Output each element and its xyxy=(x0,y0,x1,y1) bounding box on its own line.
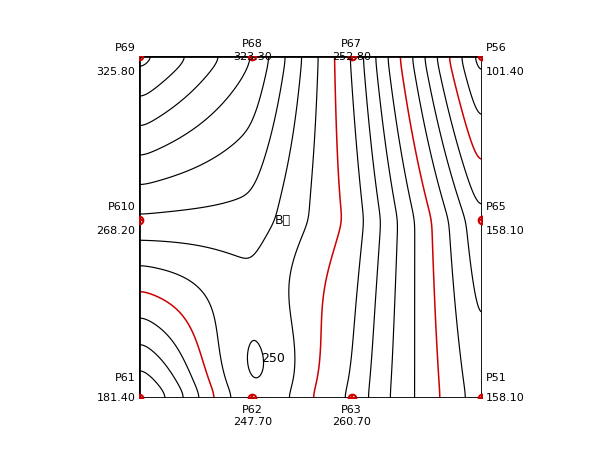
Text: 260.70: 260.70 xyxy=(332,418,371,428)
Text: B楼: B楼 xyxy=(275,214,291,227)
Text: 268.20: 268.20 xyxy=(97,225,136,236)
Text: 325.80: 325.80 xyxy=(97,67,136,77)
Text: 158.10: 158.10 xyxy=(485,225,524,236)
Text: P51: P51 xyxy=(485,373,506,383)
Text: 181.40: 181.40 xyxy=(97,393,136,403)
Text: P68: P68 xyxy=(242,40,263,50)
Text: 250: 250 xyxy=(261,352,285,365)
Text: 247.70: 247.70 xyxy=(233,418,272,428)
Text: P67: P67 xyxy=(341,40,362,50)
Text: P63: P63 xyxy=(341,405,362,415)
Text: P62: P62 xyxy=(242,405,263,415)
Text: P65: P65 xyxy=(485,202,506,212)
Text: P56: P56 xyxy=(485,43,506,53)
Text: P61: P61 xyxy=(115,373,136,383)
Text: 101.40: 101.40 xyxy=(485,67,524,77)
Text: 323.30: 323.30 xyxy=(233,52,272,62)
Text: P69: P69 xyxy=(115,43,136,53)
Text: 252.80: 252.80 xyxy=(332,52,371,62)
Text: P610: P610 xyxy=(107,202,136,212)
Text: 158.10: 158.10 xyxy=(485,393,524,403)
